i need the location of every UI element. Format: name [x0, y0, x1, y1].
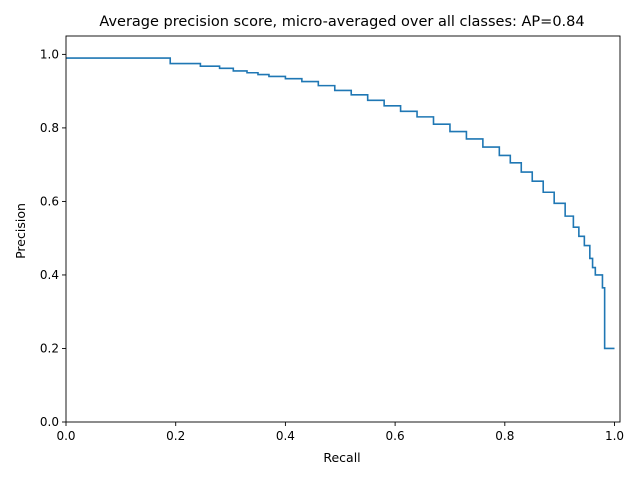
- y-axis-label: Precision: [13, 203, 28, 259]
- y-tick-label: 0.0: [40, 415, 59, 429]
- axes-frame: [65, 35, 621, 423]
- y-axis-ticks: 0.0 0.2 0.4 0.6 0.8 1.0: [40, 47, 66, 429]
- y-tick-label: 0.8: [40, 121, 59, 135]
- y-tick-label: 0.4: [40, 268, 59, 282]
- chart-title: Average precision score, micro-averaged …: [99, 14, 584, 30]
- y-tick-label: 0.2: [40, 341, 59, 355]
- x-axis-ticks: 0.0 0.2 0.4 0.6 0.8 1.0: [56, 422, 624, 443]
- plot-area: [66, 57, 615, 350]
- x-tick-label: 0.0: [56, 429, 75, 443]
- x-axis-label: Recall: [323, 450, 360, 465]
- x-tick-label: 0.8: [495, 429, 514, 443]
- y-tick-label: 0.6: [40, 194, 59, 208]
- x-tick-label: 0.6: [386, 429, 405, 443]
- y-tick-label: 1.0: [40, 47, 59, 61]
- x-tick-label: 1.0: [605, 429, 624, 443]
- pr-curve-line: [66, 57, 615, 350]
- x-tick-label: 0.4: [276, 429, 295, 443]
- x-tick-label: 0.2: [166, 429, 185, 443]
